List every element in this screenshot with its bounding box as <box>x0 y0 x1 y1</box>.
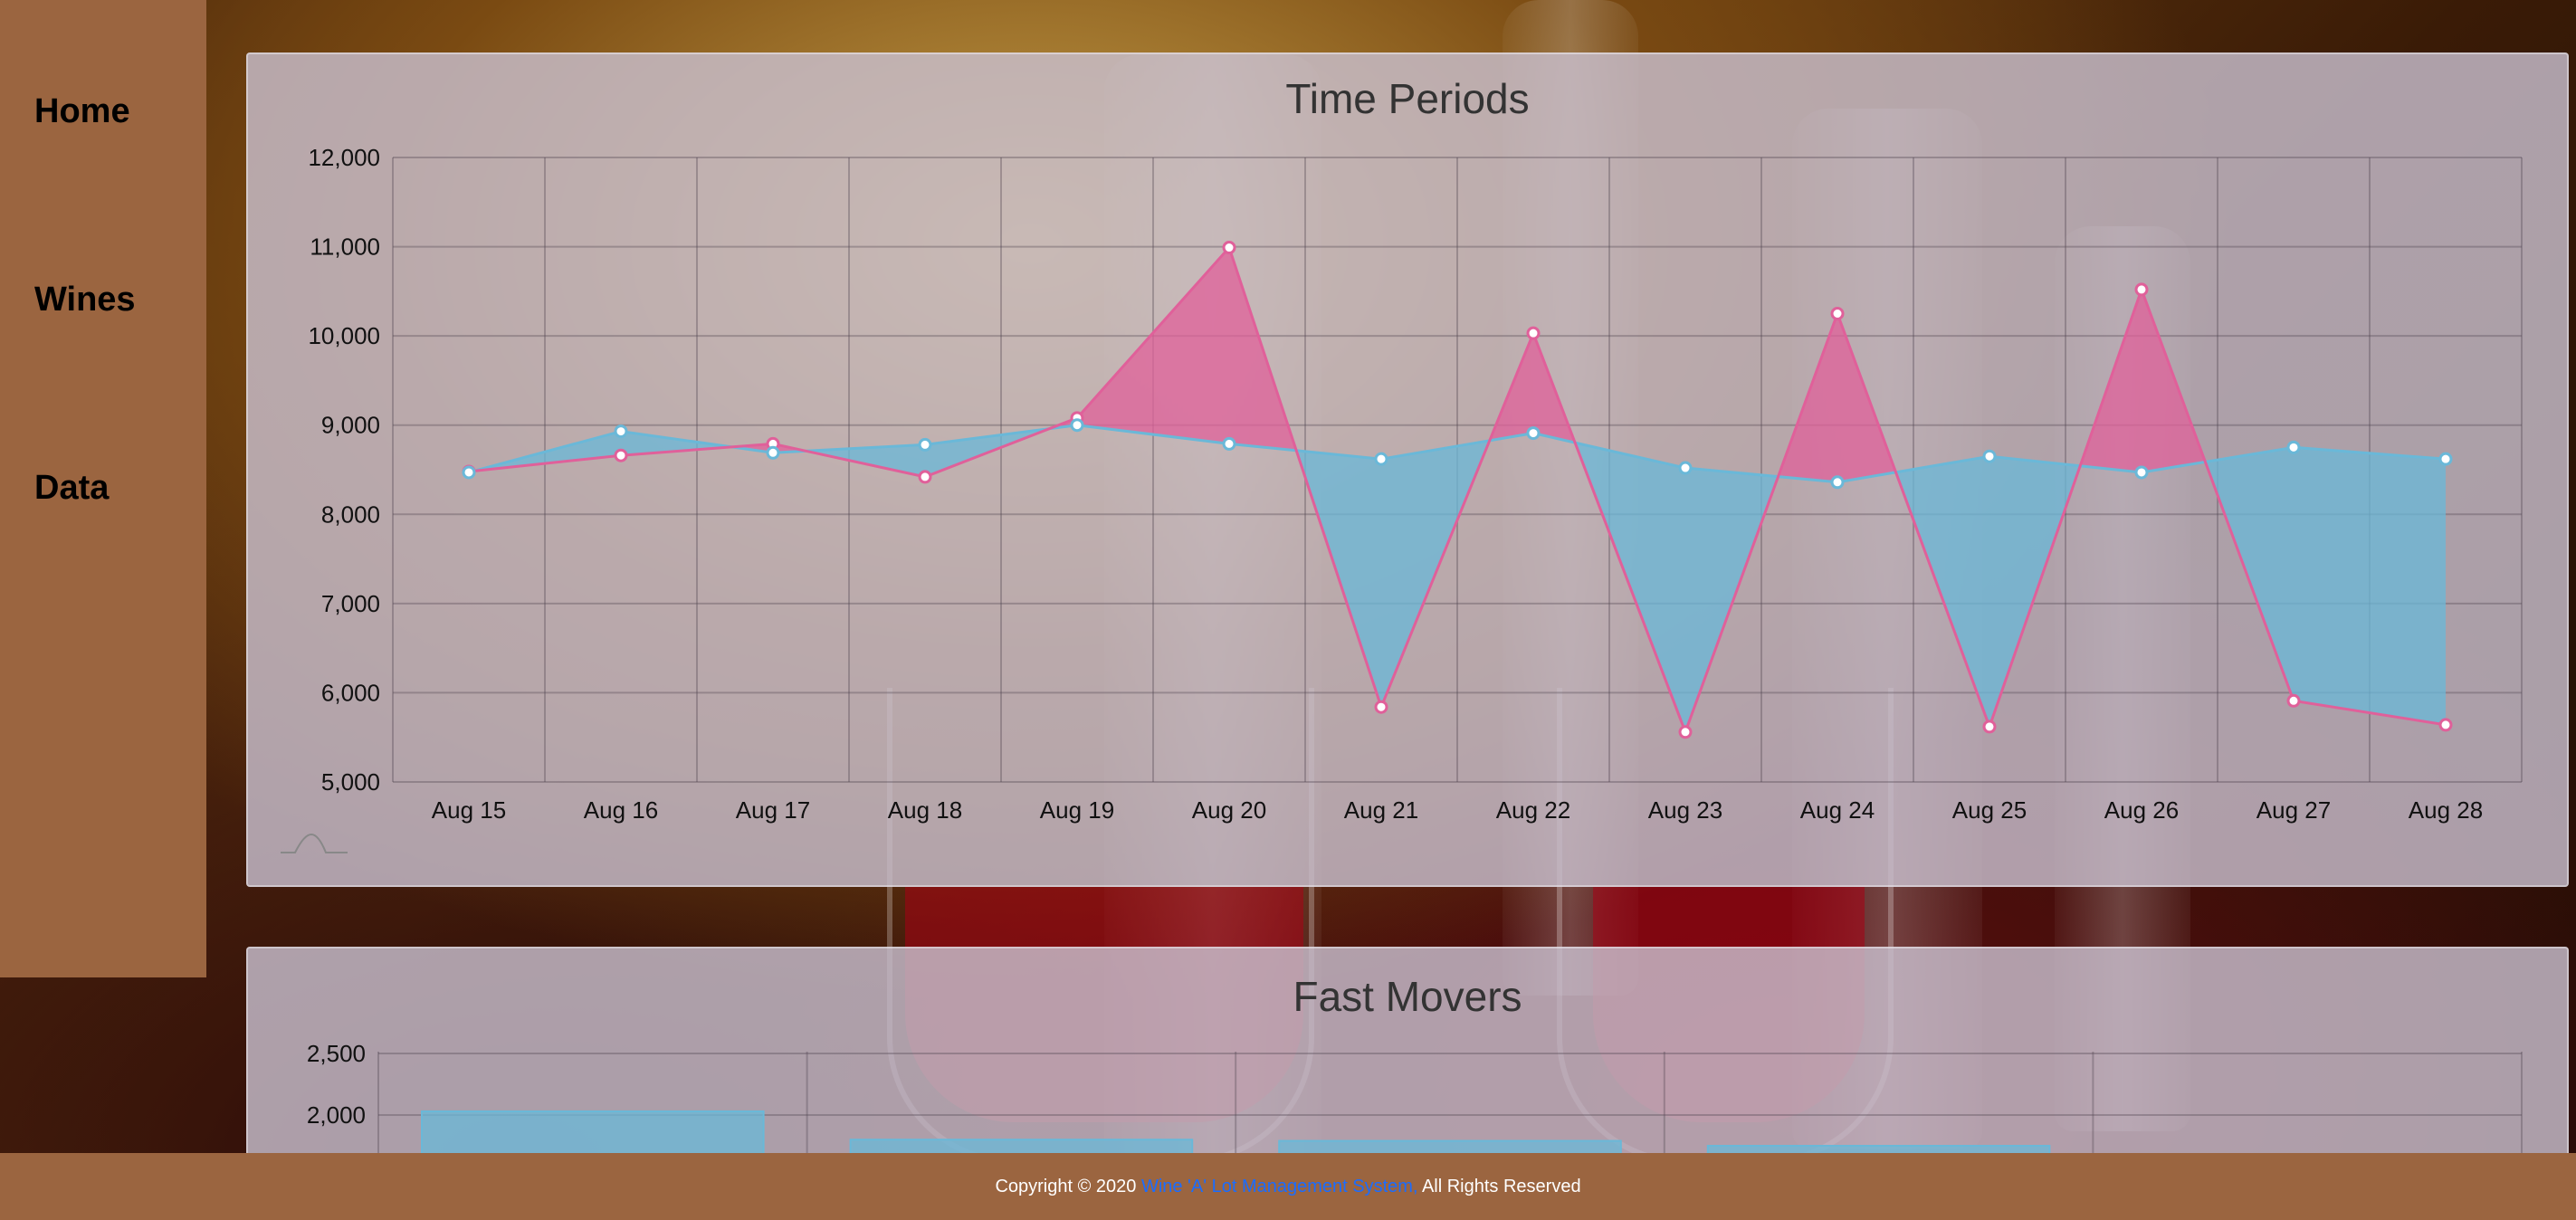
x-tick-label: Aug 15 <box>432 796 506 824</box>
x-tick-label: Aug 16 <box>584 796 658 824</box>
series-difference-fill <box>621 431 732 456</box>
nav-wines-link[interactable]: Wines <box>34 281 136 319</box>
series-line <box>468 244 2447 737</box>
footer: Copyright © 2020 Wine 'A' Lot Management… <box>0 1153 2576 1220</box>
fast-movers-chart: 2,500 2,000 <box>307 1040 2523 1166</box>
data-point-series-a <box>2286 693 2301 708</box>
series-line <box>468 424 2447 484</box>
data-point-series-b <box>614 424 628 439</box>
data-point-series-a <box>918 470 932 484</box>
time-periods-chart: 5,000 6,000 7,000 8,000 9,000 10,000 11,000 12,… <box>281 144 2523 853</box>
data-point-series-a <box>2438 718 2453 732</box>
data-point-series-a <box>2134 282 2149 297</box>
y-tick-label: 11,000 <box>310 234 380 261</box>
data-point-series-a <box>614 448 628 462</box>
y-tick-label: 7,000 <box>321 590 380 617</box>
time-periods-title: Time Periods <box>1285 75 1530 122</box>
data-point-series-b <box>2286 440 2301 454</box>
x-tick-label: Aug 27 <box>2256 796 2331 824</box>
x-tick-label: Aug 22 <box>1496 796 1570 824</box>
y-tick-label: 2,500 <box>307 1040 366 1067</box>
x-tick-label: Aug 25 <box>1952 796 2027 824</box>
data-point-series-b <box>2438 452 2453 466</box>
y-tick-label: 8,000 <box>321 500 380 528</box>
x-tick-label: Aug 20 <box>1192 796 1266 824</box>
data-point-series-b <box>1070 418 1084 433</box>
x-tick-label: Aug 23 <box>1648 796 1722 824</box>
x-tick-label: Aug 28 <box>2409 796 2483 824</box>
data-point-series-a <box>1982 720 1997 734</box>
footer-rights: All Rights Reserved <box>1421 1177 1581 1196</box>
y-tick-label: 9,000 <box>321 412 380 439</box>
data-point-series-a <box>1374 700 1388 714</box>
x-tick-label: Aug 21 <box>1344 796 1418 824</box>
x-tick-label: Aug 19 <box>1040 796 1114 824</box>
nav-home-link[interactable]: Home <box>34 92 130 130</box>
x-tick-label: Aug 26 <box>2104 796 2179 824</box>
fast-movers-title: Fast Movers <box>1293 973 1522 1020</box>
data-point-series-b <box>1678 461 1693 475</box>
y-tick-label: 6,000 <box>321 679 380 706</box>
y-tick-label: 2,000 <box>307 1101 366 1129</box>
series-difference-fill <box>1077 247 1229 444</box>
footer-system-link[interactable]: Wine 'A' Lot Management System, <box>1140 1177 1418 1196</box>
y-tick-label: 5,000 <box>321 768 380 796</box>
x-tick-label: Aug 17 <box>736 796 810 824</box>
x-tick-label: Aug 24 <box>1800 796 1875 824</box>
nav-data-link[interactable]: Data <box>34 469 110 507</box>
data-point-series-b <box>1374 452 1388 466</box>
fast-movers-card: Fast Movers 2,500 2,000 <box>246 947 2569 1168</box>
x-tick-label: Aug 18 <box>888 796 962 824</box>
data-point-series-b <box>1830 475 1845 490</box>
time-periods-card: Time Periods 5,000 6,000 7,000 8,000 9,000 10… <box>246 52 2569 887</box>
data-point-series-a <box>1222 241 1236 255</box>
footer-copyright: Copyright © 2020 <box>995 1177 1137 1196</box>
data-point-series-b <box>766 445 780 460</box>
sidebar: Home Wines Data <box>0 0 206 977</box>
data-point-series-a <box>1830 307 1845 320</box>
y-tick-label: 10,000 <box>308 322 380 349</box>
data-point-series-b <box>918 437 932 452</box>
data-point-series-b <box>1982 449 1997 463</box>
chart-type-icon <box>281 833 348 853</box>
data-point-series-b <box>1222 436 1236 451</box>
series-difference-fill <box>1895 456 1989 727</box>
series-difference-fill <box>806 444 925 477</box>
data-point-series-b <box>1526 426 1541 441</box>
series-difference-fill <box>2294 447 2446 725</box>
y-tick-label: 12,000 <box>308 144 380 171</box>
data-point-series-a <box>1526 326 1541 340</box>
data-point-series-a <box>1678 725 1693 739</box>
data-point-series-b <box>2134 465 2149 480</box>
data-point-series-b <box>462 465 476 480</box>
